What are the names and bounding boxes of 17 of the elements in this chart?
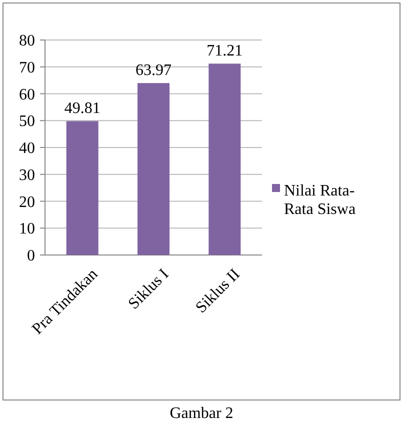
y-tick-label: 30	[19, 166, 35, 184]
data-label: 49.81	[64, 100, 100, 118]
y-tick-label: 80	[19, 32, 35, 50]
y-tick-label: 40	[19, 140, 35, 158]
legend-label: Nilai Rata-Rata Siswa	[284, 182, 356, 218]
data-label: 63.97	[136, 62, 172, 80]
y-tick-label: 10	[19, 220, 35, 238]
bar	[137, 83, 170, 255]
y-tick-label: 20	[19, 194, 35, 211]
y-tick-label: 50	[19, 113, 35, 130]
bar	[66, 121, 98, 255]
data-label: 71.21	[206, 42, 243, 60]
y-tick-label: 0	[27, 248, 35, 265]
y-tick-label: 70	[19, 59, 35, 76]
bar	[208, 64, 241, 255]
text: Gambar 2	[170, 405, 234, 422]
y-tick-label: 60	[19, 86, 35, 104]
